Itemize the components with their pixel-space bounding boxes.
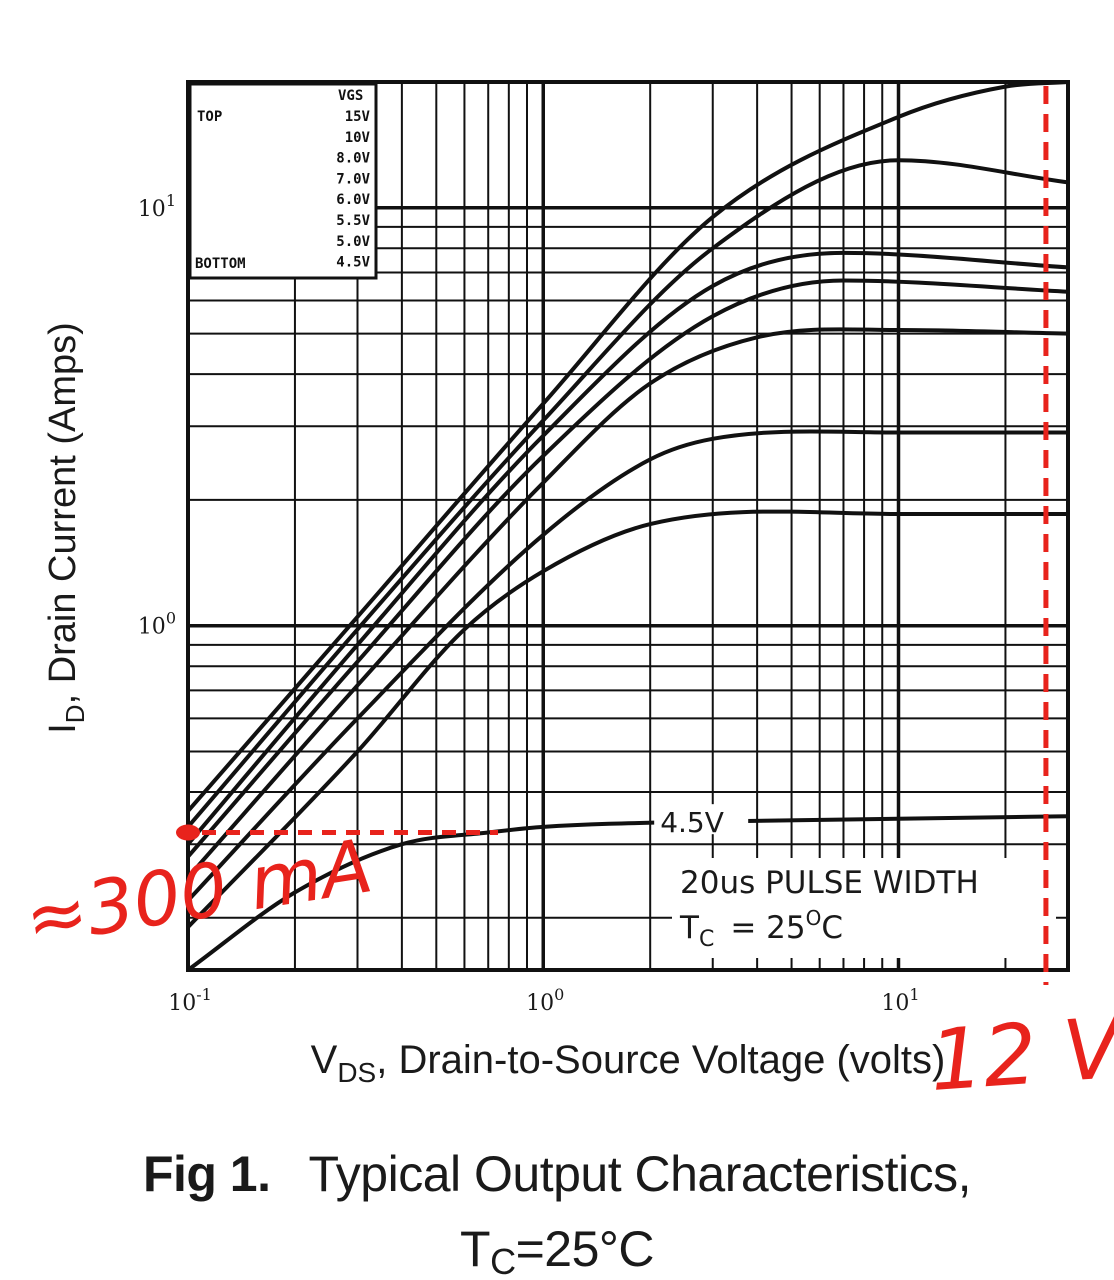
curve-vgs-6-0v xyxy=(186,327,1069,879)
curve-vgs-7-0v xyxy=(186,278,1069,859)
legend-entry: 5.0V xyxy=(336,234,370,250)
curve-vgs-5-0v xyxy=(186,509,1068,929)
case-temp-note: TC = 25OC xyxy=(679,906,843,952)
legend-entry: 6.0V xyxy=(336,192,370,208)
figure-number: Fig 1. xyxy=(142,1146,271,1202)
y-tick-label: 101 xyxy=(138,191,176,222)
curve-label-4-5v: 4.5V xyxy=(660,806,724,839)
curve-vgs-5-5v xyxy=(186,429,1068,902)
x-tick-label: 100 xyxy=(526,985,564,1016)
legend-entry: 10V xyxy=(345,130,371,146)
legend: VGS TOP BOTTOM 15V 10V 8.0V 7.0V 6.0V 5.5V 5.0… xyxy=(188,82,378,280)
handwritten-voltage-label: 12 V xyxy=(927,998,1114,1109)
y-axis-label: ID, Drain Current (Amps) xyxy=(42,322,90,734)
curve-vgs-10v xyxy=(186,158,1069,829)
figure-condition: TC=25°C xyxy=(460,1221,654,1280)
legend-top-label: TOP xyxy=(197,109,222,125)
plot-frame xyxy=(186,80,1070,972)
output-characteristics-chart: 4.5V VGS TOP BOTTOM 15V 10V 8.0V 7.0V 6.0V 5.… xyxy=(19,80,1114,1110)
x-tick-label: 101 xyxy=(881,985,919,1016)
y-tick-label: 100 xyxy=(138,609,176,640)
curve-vgs-8-0v xyxy=(186,250,1069,846)
legend-entry: 4.5V xyxy=(336,255,370,271)
pulse-width-note: 20us PULSE WIDTH xyxy=(680,865,979,901)
legend-entry: 5.5V xyxy=(336,213,370,229)
x-axis-label: VDS, Drain-to-Source Voltage (volts) xyxy=(311,1038,946,1088)
legend-entry: 15V xyxy=(345,109,371,125)
legend-bottom-label: BOTTOM xyxy=(195,256,246,272)
curve-vgs-15v xyxy=(186,80,1069,813)
legend-entry: 7.0V xyxy=(336,171,370,187)
curve-vgs-4-5v xyxy=(186,814,1069,972)
curve-label-bg xyxy=(654,804,749,835)
figure-title: Typical Output Characteristics, xyxy=(308,1146,972,1202)
legend-entry: 8.0V xyxy=(336,151,370,167)
x-tick-label: 10-1 xyxy=(168,985,212,1016)
legend-header: VGS xyxy=(338,88,363,104)
figure-caption: Fig 1. Typical Output Characteristics, xyxy=(0,1145,1114,1203)
current-marker-dot xyxy=(176,824,200,841)
